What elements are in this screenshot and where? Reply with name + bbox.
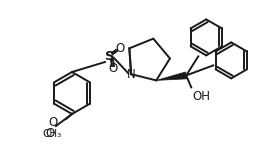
Text: N: N — [127, 68, 136, 81]
Polygon shape — [156, 72, 187, 80]
Text: S: S — [105, 51, 115, 64]
Text: O: O — [49, 116, 58, 129]
Text: O: O — [46, 127, 55, 140]
Text: CH₃: CH₃ — [42, 129, 62, 139]
Text: OH: OH — [192, 90, 210, 103]
Text: O: O — [108, 62, 118, 75]
Text: O: O — [115, 43, 125, 55]
